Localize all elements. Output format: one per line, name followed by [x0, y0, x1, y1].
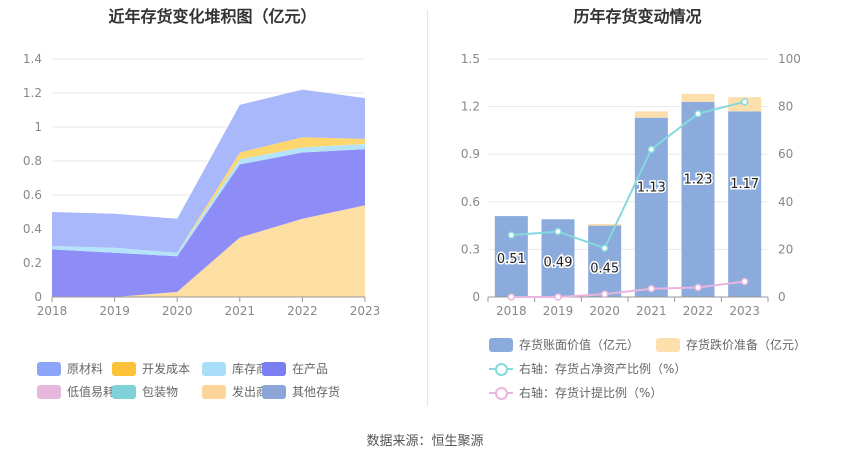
x-tick-label: 2018: [496, 304, 527, 318]
x-tick-label: 2020: [162, 304, 193, 318]
legend-label: 原材料: [67, 362, 104, 376]
legend-swatch: [489, 337, 513, 352]
line-ratio-net-assets: [511, 100, 745, 250]
legend-swatch: [202, 361, 226, 376]
y-tick-label: 0.3: [461, 242, 480, 256]
x-tick-label: 2020: [589, 304, 620, 318]
x-tick-label: 2019: [543, 304, 574, 318]
y-tick-label: 0.8: [23, 154, 42, 168]
bar-book-value: [681, 101, 715, 297]
legend-item[interactable]: 包装物: [112, 383, 178, 400]
y2-tick-label: 60: [778, 147, 793, 161]
legend-label: 存货跌价准备（亿元）: [686, 338, 807, 352]
bar-impairment: [588, 224, 622, 226]
line-point: [740, 277, 749, 286]
y-tick-label: 0.6: [23, 188, 42, 202]
bar-data-label: 0.45: [590, 262, 619, 277]
y-tick-label: 1.2: [461, 100, 480, 114]
y2-tick-label: 80: [778, 100, 793, 114]
line-point: [507, 231, 516, 239]
legend-item[interactable]: 开发成本: [112, 360, 190, 377]
legend-item[interactable]: 右轴：存货计提比例（%）: [489, 384, 662, 401]
x-tick-label: 2022: [683, 304, 714, 318]
legend-item[interactable]: 其他存货: [262, 383, 340, 400]
y-tick-label: 0.9: [461, 147, 480, 161]
legend-item[interactable]: 存货账面价值（亿元）: [489, 336, 639, 353]
inventory-bar-line-chart: 0 0.3 0.6 0.9 1.2 1.5 0 20 40 60 80 100 2018 2019 2020…: [461, 52, 801, 318]
bar-impairment: [634, 111, 668, 118]
x-tick-label: 2018: [37, 304, 68, 318]
x-tick-label: 2021: [636, 304, 667, 318]
legend-swatch: [37, 361, 61, 376]
line-point: [600, 290, 609, 298]
bar-data-label: 1.13: [637, 180, 666, 195]
legend-swatch: [262, 384, 286, 399]
right-chart-title: 历年存货变动情况: [573, 7, 702, 26]
legend-item[interactable]: 右轴：存货占净资产比例（%）: [489, 360, 686, 377]
legend-label: 存货账面价值（亿元）: [519, 338, 640, 352]
x-tick-label: 2023: [350, 304, 381, 318]
line-point: [554, 227, 562, 236]
legend-label: 右轴：存货计提比例（%）: [519, 386, 663, 400]
legend-swatch: [262, 361, 286, 376]
legend-swatch: [112, 361, 136, 376]
y-tick-label: 0.4: [23, 222, 42, 236]
area-原材料: [52, 89, 365, 253]
bar-data-label: 0.49: [544, 255, 573, 270]
bar-data-label: 1.23: [684, 172, 713, 187]
bar-book-value: [494, 216, 528, 297]
y-tick-label: 0: [34, 290, 42, 304]
legend-label: 其他存货: [292, 385, 341, 399]
legend-item[interactable]: 在产品: [262, 360, 328, 377]
data-source-note: 数据来源：恒生聚源: [366, 434, 484, 449]
left-chart-title: 近年存货变化堆积图（亿元）: [108, 7, 317, 26]
legend-item[interactable]: 存货跌价准备（亿元）: [656, 336, 806, 353]
legend-swatch: [489, 362, 513, 376]
legend-swatch: [489, 386, 513, 400]
y2-tick-label: 40: [778, 195, 793, 209]
bar-book-value: [634, 117, 668, 297]
legend-item[interactable]: 原材料: [37, 360, 103, 377]
line-provision-ratio: [511, 280, 745, 298]
area-发出商品: [52, 205, 365, 297]
area-在产品: [52, 149, 365, 297]
chart-divider: [427, 10, 428, 406]
legend-label: 右轴：存货占净资产比例（%）: [519, 362, 687, 376]
legend-label: 在产品: [292, 362, 329, 376]
legend-swatch: [202, 384, 226, 399]
y-tick-label: 0.6: [461, 195, 480, 209]
bar-impairment: [681, 93, 715, 102]
bar-book-value: [588, 225, 622, 297]
legend-label: 开发成本: [142, 362, 191, 376]
x-tick-label: 2019: [99, 304, 130, 318]
y2-tick-label: 20: [778, 242, 793, 256]
line-point: [694, 283, 702, 292]
line-point: [554, 293, 562, 301]
line-point: [647, 145, 656, 154]
y2-tick-label: 0: [778, 290, 786, 304]
y-tick-label: 1: [34, 120, 42, 134]
x-tick-label: 2023: [729, 304, 760, 318]
y-tick-label: 1.2: [23, 86, 42, 100]
y-tick-label: 1.4: [23, 52, 42, 66]
x-tick-label: 2022: [287, 304, 318, 318]
bar-data-label: 0.51: [497, 252, 526, 267]
y-tick-label: 0: [472, 290, 480, 304]
line-point: [507, 293, 516, 301]
line-point: [600, 244, 609, 252]
bar-data-label: 1.17: [730, 177, 759, 192]
line-point: [694, 109, 702, 118]
line-point: [647, 284, 656, 293]
bar-book-value: [728, 111, 762, 297]
legend-swatch: [656, 337, 680, 352]
legend-swatch: [112, 384, 136, 399]
y-tick-label: 1.5: [461, 52, 480, 66]
x-tick-label: 2021: [225, 304, 256, 318]
y2-tick-label: 100: [778, 52, 801, 66]
legend-label: 包装物: [142, 385, 179, 399]
line-point: [740, 98, 749, 106]
stacked-area-chart: 0 0.2 0.4 0.6 0.8 1 1.2 1.4 2018 2019 2020 2021 2022…: [23, 52, 381, 318]
y-tick-label: 0.2: [23, 256, 42, 270]
legend-swatch: [37, 384, 61, 399]
